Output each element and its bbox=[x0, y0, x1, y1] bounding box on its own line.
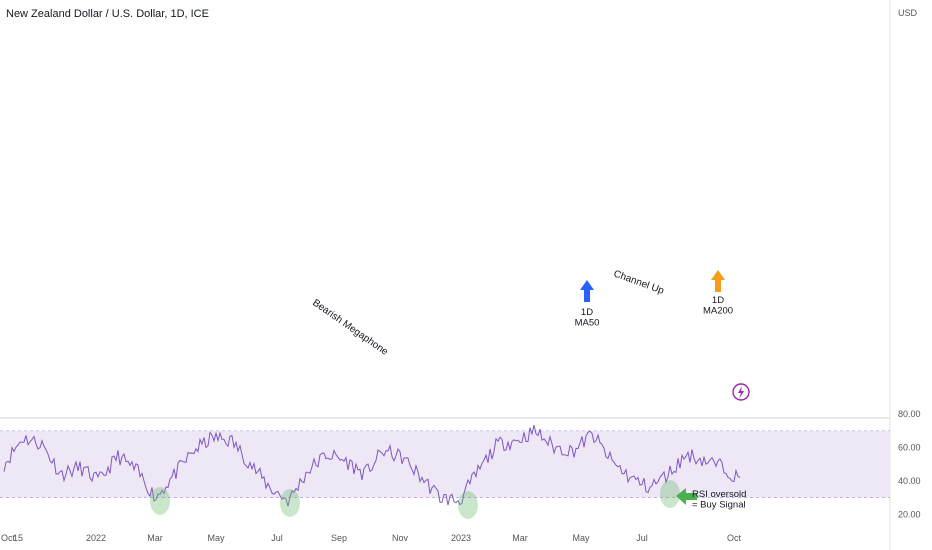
oversold-marker bbox=[280, 489, 300, 517]
time-tick-label: Mar bbox=[147, 533, 163, 543]
lightning-icon bbox=[738, 386, 744, 399]
oversold-marker bbox=[660, 480, 680, 508]
rsi-tick-label: 40.00 bbox=[898, 476, 921, 486]
time-tick-label: Oct bbox=[727, 533, 742, 543]
time-tick-label: May bbox=[572, 533, 590, 543]
time-tick-label: 15 bbox=[13, 533, 23, 543]
rsi-tick-label: 20.00 bbox=[898, 509, 921, 519]
rsi-note-label: = Buy Signal bbox=[692, 499, 746, 510]
rsi-tick-label: 60.00 bbox=[898, 443, 921, 453]
currency-label: USD bbox=[898, 8, 918, 18]
oversold-marker bbox=[458, 491, 478, 519]
time-tick-label: Mar bbox=[512, 533, 528, 543]
time-tick-label: Jul bbox=[636, 533, 648, 543]
oversold-marker bbox=[150, 487, 170, 515]
ma200-label: MA200 bbox=[703, 305, 733, 316]
rsi-panel: RSI oversold= Buy Signal bbox=[0, 424, 890, 519]
ma50-label: MA50 bbox=[575, 317, 600, 328]
time-tick-label: Nov bbox=[392, 533, 409, 543]
ma200-arrow bbox=[711, 270, 725, 292]
rsi-note-label: RSI oversold bbox=[692, 489, 746, 500]
time-tick-label: 2022 bbox=[86, 533, 106, 543]
time-tick-label: May bbox=[207, 533, 225, 543]
ma50-label: 1D bbox=[581, 307, 593, 318]
rsi-band bbox=[0, 430, 890, 498]
buy-signal-arrow bbox=[676, 488, 697, 505]
time-tick-label: Sep bbox=[331, 533, 347, 543]
time-tick-label: Oct bbox=[1, 533, 16, 543]
ma200-label: 1D bbox=[712, 295, 724, 306]
chart-title: New Zealand Dollar / U.S. Dollar, 1D, IC… bbox=[6, 8, 209, 20]
rsi-line bbox=[3, 424, 741, 507]
time-tick-label: Jul bbox=[271, 533, 283, 543]
time-tick-label: 2023 bbox=[451, 533, 471, 543]
lightning-icon bbox=[732, 383, 750, 401]
ma50-arrow bbox=[580, 280, 594, 302]
rsi-tick-label: 80.00 bbox=[898, 409, 921, 419]
